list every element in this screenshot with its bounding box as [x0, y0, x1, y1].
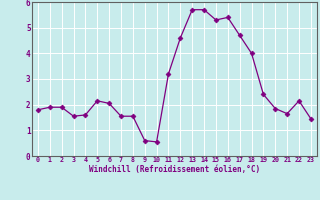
X-axis label: Windchill (Refroidissement éolien,°C): Windchill (Refroidissement éolien,°C) — [89, 165, 260, 174]
